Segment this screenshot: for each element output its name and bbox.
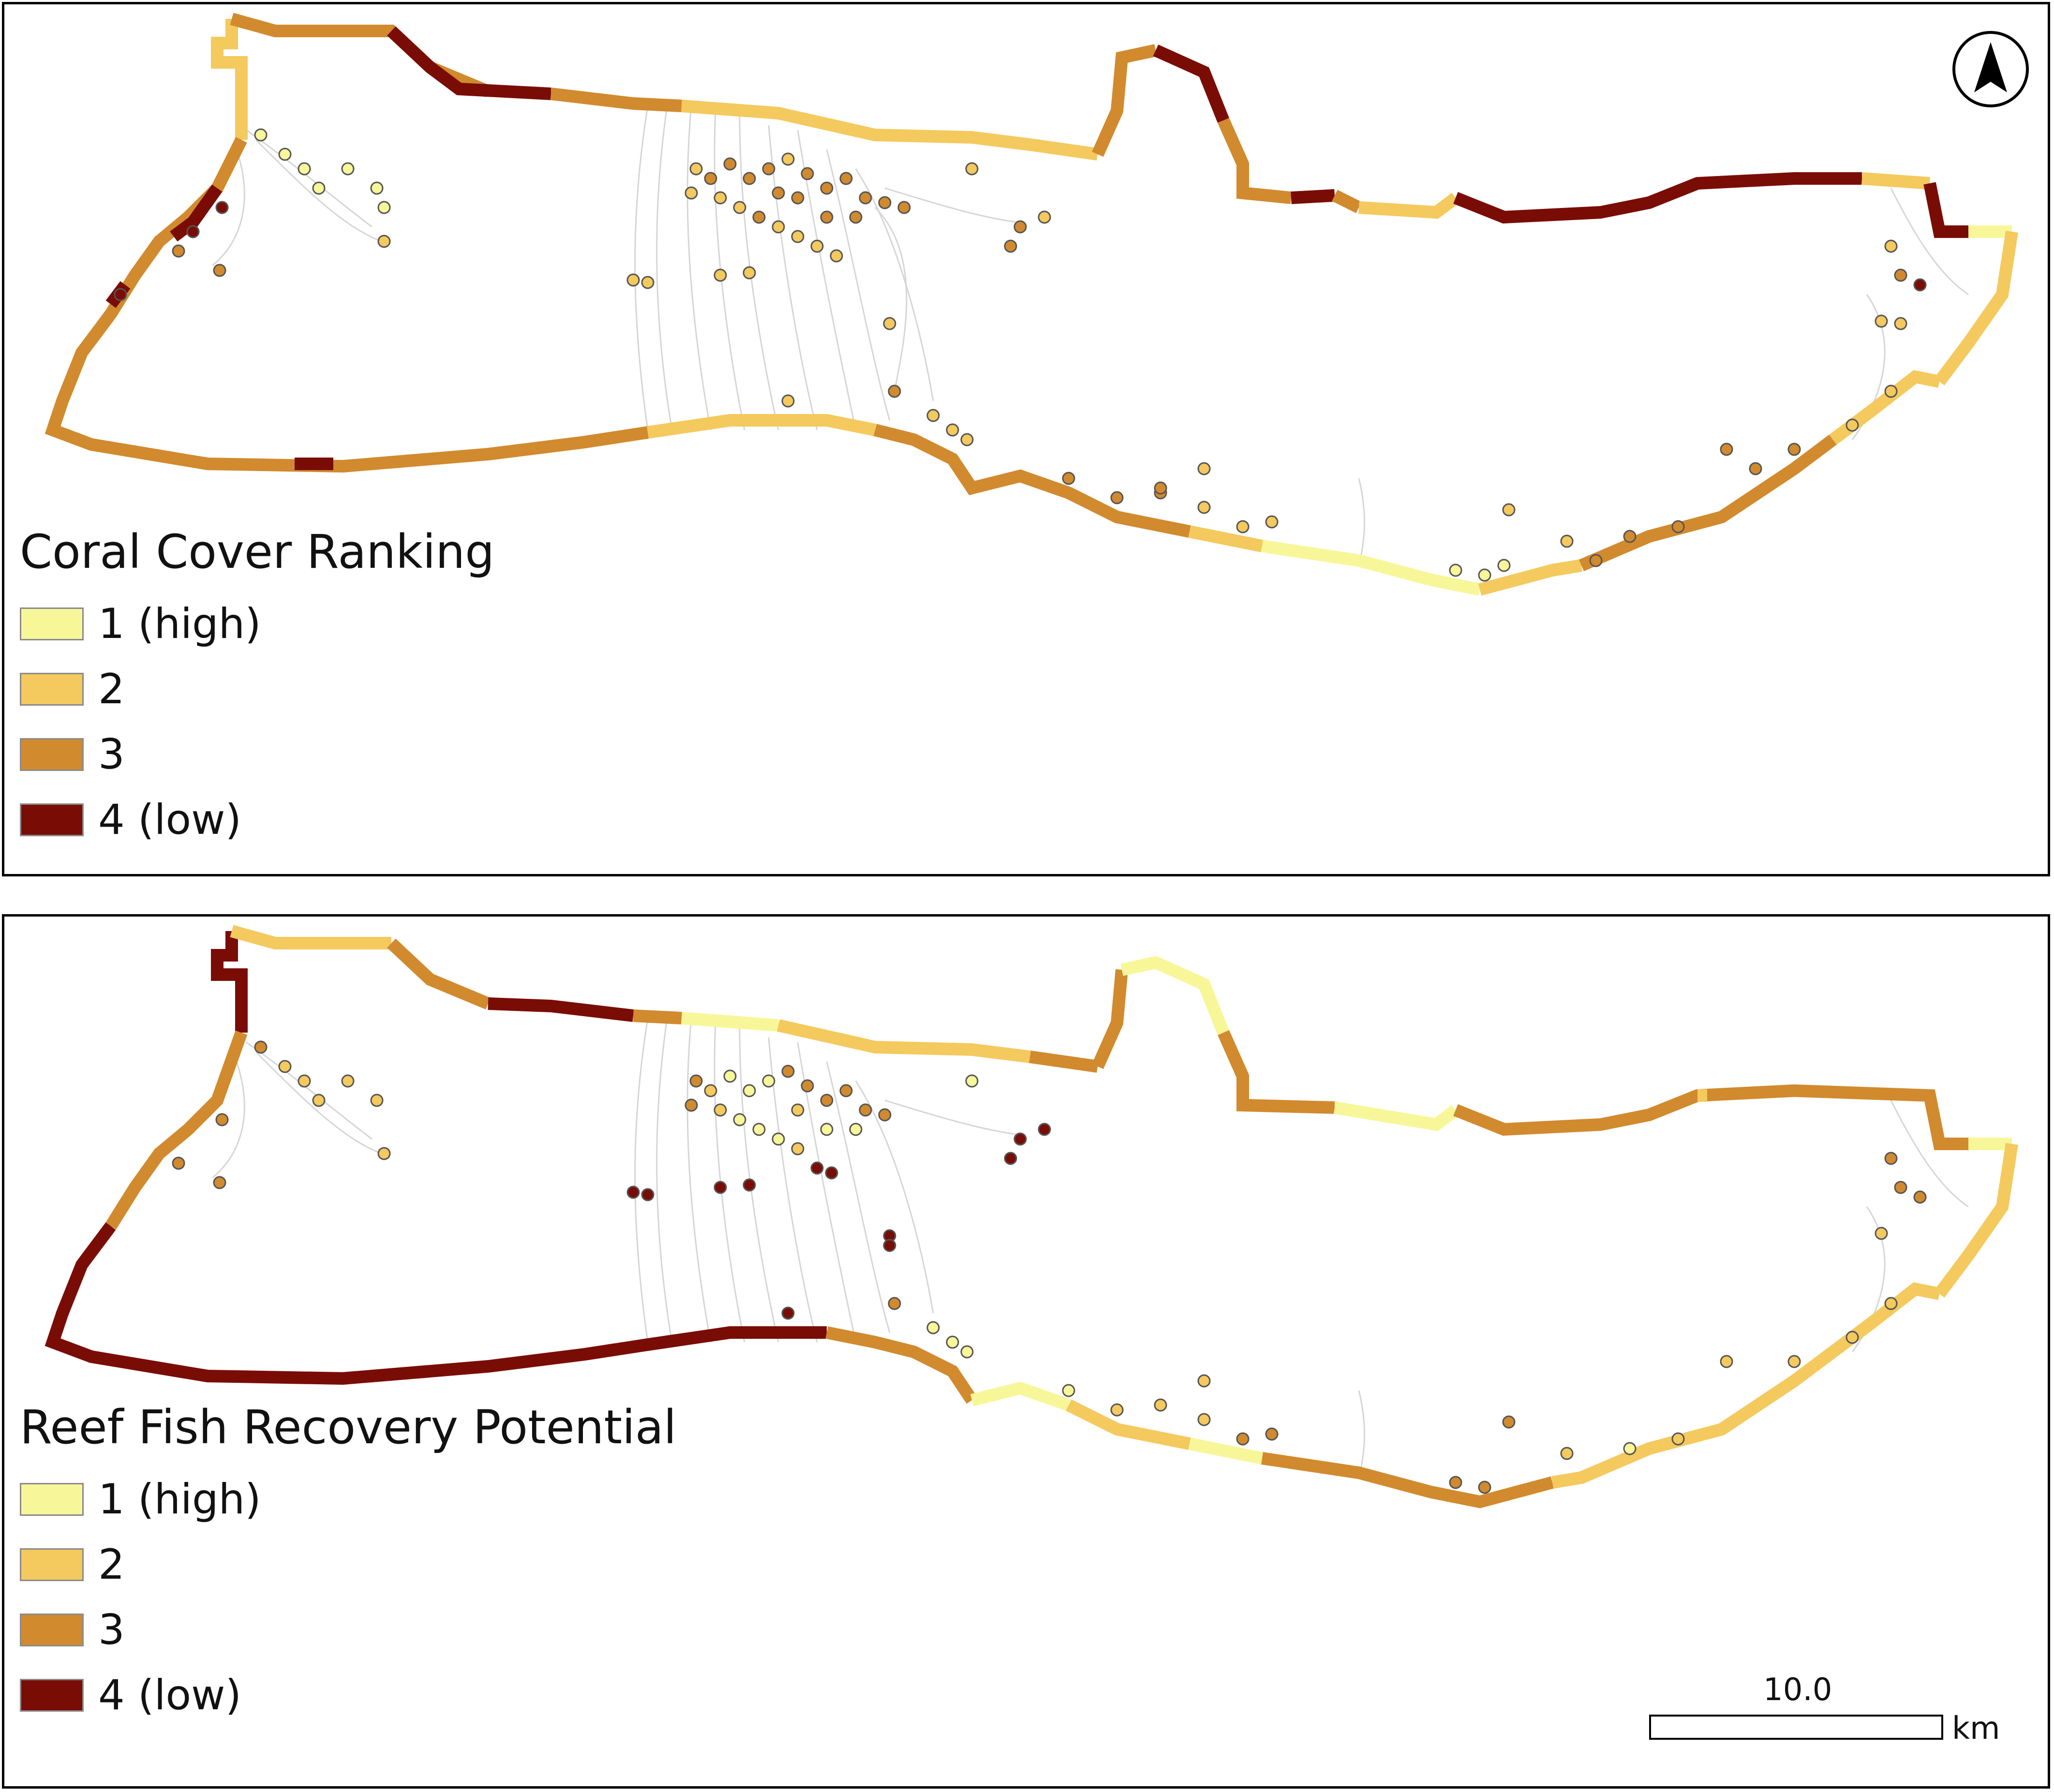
legend-swatch xyxy=(20,1679,84,1712)
scale-bar: 10.0 km xyxy=(1649,1672,2000,1759)
legend-item-2: 2 xyxy=(20,1532,676,1598)
legend-label: 3 xyxy=(98,1606,125,1655)
legend-item-2: 2 xyxy=(20,657,494,722)
legend-item-4: 4 (low) xyxy=(20,787,494,853)
legend-label: 4 (low) xyxy=(98,1671,242,1720)
reef-outline-south-coast xyxy=(45,1030,1941,1509)
legend-title: Reef Fish Recovery Potential xyxy=(20,1400,677,1454)
legend-item-3: 3 xyxy=(20,722,494,787)
legend-swatch xyxy=(20,1548,84,1582)
legend-reef-fish: Reef Fish Recovery Potential 1 (high) 2 … xyxy=(20,1402,676,1728)
legend-label: 1 (high) xyxy=(98,600,261,649)
legend-label: 1 (high) xyxy=(98,1475,261,1524)
larval-tracks xyxy=(212,105,1969,566)
legend-swatch xyxy=(20,607,84,641)
scale-bar-rect xyxy=(1649,1715,1943,1740)
map-panel-reef-fish: Reef Fish Recovery Potential 1 (high) 2 … xyxy=(2,914,2050,1789)
legend-coral-cover: Coral Cover Ranking 1 (high) 2 3 4 (low) xyxy=(20,525,495,853)
north-arrow-icon xyxy=(1951,30,2030,109)
legend-swatch xyxy=(20,1614,84,1647)
legend-swatch xyxy=(20,1483,84,1516)
island-map-reef-fish xyxy=(45,925,2018,1509)
legend-label: 2 xyxy=(98,665,125,714)
map-panel-coral-cover: Coral Cover Ranking 1 (high) 2 3 4 (low) xyxy=(2,2,2050,876)
reef-outline-north-coast xyxy=(211,13,2018,385)
larval-tracks xyxy=(212,1018,1969,1478)
legend-label: 2 xyxy=(98,1540,125,1589)
legend-item-4: 4 (low) xyxy=(20,1663,676,1728)
legend-label: 4 (low) xyxy=(98,796,242,844)
legend-title: Coral Cover Ranking xyxy=(20,525,495,579)
scale-bar-value: 10.0 xyxy=(1763,1672,1832,1708)
legend-item-1: 1 (high) xyxy=(20,592,494,657)
legend-item-1: 1 (high) xyxy=(20,1467,676,1532)
reef-outline-south-coast xyxy=(45,137,1941,596)
legend-swatch xyxy=(20,673,84,706)
habitat-sites xyxy=(172,1040,1927,1494)
legend-swatch xyxy=(20,803,84,837)
legend-swatch xyxy=(20,738,84,771)
legend-label: 3 xyxy=(98,730,125,779)
island-map-coral-cover xyxy=(45,13,2018,596)
legend-item-3: 3 xyxy=(20,1598,676,1663)
habitat-sites xyxy=(114,128,1927,582)
reef-outline-north-coast xyxy=(211,925,2018,1298)
scale-bar-unit: km xyxy=(1952,1711,2000,1747)
